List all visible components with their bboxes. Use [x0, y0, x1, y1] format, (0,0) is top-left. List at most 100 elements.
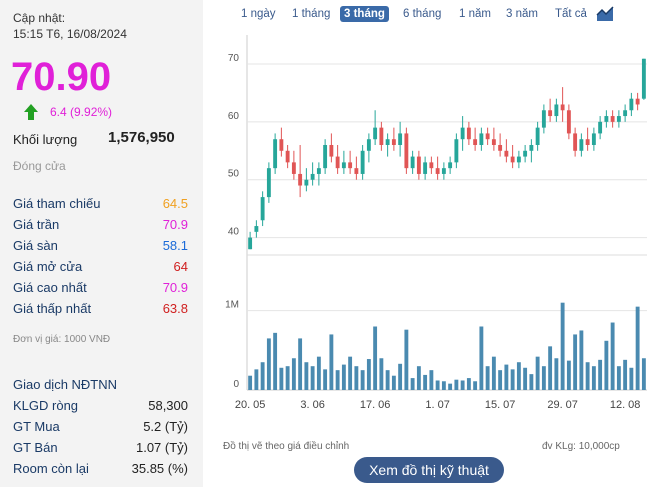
volume-bar: [610, 322, 615, 390]
candle-body: [485, 133, 490, 140]
volume-bar: [554, 358, 559, 390]
range-tab[interactable]: 1 ngày: [241, 8, 276, 20]
range-tab[interactable]: 3 năm: [506, 8, 538, 20]
range-tab[interactable]: 1 năm: [459, 8, 491, 20]
candle-body: [604, 116, 609, 122]
volume-bar: [623, 359, 628, 390]
candle-body: [385, 139, 390, 145]
volume-value: 1,576,950: [108, 129, 175, 146]
candle-body: [454, 139, 459, 163]
stat-row: Giá cao nhất 70.9: [13, 280, 188, 300]
volume-bar: [466, 378, 471, 390]
candle-body: [429, 162, 434, 169]
volume-bar: [541, 366, 546, 390]
chart-area: 1 ngày 1 tháng 3 tháng 6 tháng 1 năm 3 năm Tất…: [203, 0, 667, 487]
foreign-label: GT Bán: [13, 440, 58, 455]
chart-note-adjusted: Đồ thị vẽ theo giá điều chỉnh: [223, 441, 350, 452]
candle-body: [335, 156, 340, 169]
volume-bar: [360, 370, 365, 390]
candle-body: [398, 133, 403, 145]
candle-body: [579, 139, 584, 151]
volume-bar: [254, 369, 259, 390]
candle-body: [598, 121, 603, 134]
stat-label: Giá mở cửa: [13, 259, 83, 274]
stat-row: Giá thấp nhất 63.8: [13, 301, 188, 321]
volume-bar: [304, 362, 309, 390]
volume-bar: [454, 379, 459, 390]
volume-bar: [260, 362, 265, 390]
foreign-value: 58,300: [148, 398, 188, 413]
volume-bar: [635, 306, 640, 390]
candle-body: [548, 110, 553, 117]
volume-bar: [366, 359, 371, 390]
volume-bar: [335, 370, 340, 390]
candle-body: [291, 162, 296, 174]
range-tab[interactable]: 6 tháng: [403, 8, 442, 20]
candle-body: [460, 127, 465, 140]
volume-bar: [404, 329, 409, 390]
candle-body: [473, 139, 478, 145]
candle-body: [435, 168, 440, 174]
volume-label: Khối lượng: [13, 132, 78, 147]
stat-label: Giá cao nhất: [13, 280, 87, 295]
foreign-label: Room còn lại: [13, 461, 89, 476]
candle-body: [566, 110, 571, 134]
volume-bar: [535, 356, 540, 390]
volume-bar: [579, 330, 584, 390]
volume-bar: [341, 364, 346, 390]
candle-body: [348, 162, 353, 169]
volume-bar: [310, 366, 315, 390]
range-tab[interactable]: 3 tháng: [340, 6, 389, 22]
stat-value: 58.1: [162, 238, 188, 253]
stat-label: Giá thấp nhất: [13, 301, 92, 316]
volume-bar: [429, 370, 434, 390]
stat-label: Giá sàn: [13, 238, 58, 253]
volume-bar: [479, 326, 484, 390]
current-price: 70.90: [11, 55, 112, 99]
candle-body: [423, 162, 428, 174]
volume-bar: [435, 380, 440, 390]
foreign-row: Room còn lại 35.85 (%): [13, 461, 188, 481]
candle-body: [535, 127, 540, 145]
volume-bar: [316, 356, 321, 390]
area-chart-icon[interactable]: [596, 5, 614, 22]
x-tick-label: 29. 07: [547, 399, 578, 411]
candle-body: [316, 168, 321, 174]
candle-body: [391, 139, 396, 145]
volume-bar: [585, 362, 590, 390]
range-tab[interactable]: 1 tháng: [292, 8, 331, 20]
candle-body: [629, 98, 634, 111]
close-label: Đóng cửa: [13, 159, 66, 173]
volume-bar: [491, 356, 496, 390]
candle-body: [616, 116, 621, 122]
technical-chart-button[interactable]: Xem đồ thị kỹ thuật: [354, 457, 504, 483]
volume-bar: [548, 346, 553, 390]
x-tick-label: 3. 06: [300, 399, 324, 411]
price-change: 6.4 (9.92%): [50, 105, 113, 119]
volume-bar: [604, 340, 609, 390]
volume-bar: [323, 369, 328, 390]
candle-body: [585, 139, 590, 145]
volume-bar: [573, 334, 578, 390]
candle-body: [560, 104, 565, 111]
foreign-value: 35.85 (%): [131, 461, 188, 476]
candle-body: [266, 168, 271, 198]
candle-body: [504, 150, 509, 157]
range-tab[interactable]: Tất cả: [555, 8, 587, 20]
stock-chart: 40 50 60 70 0 1M 20. 05 3. 06 17. 06 1. 07 15. 07 2…: [225, 35, 647, 411]
volume-bar: [423, 374, 428, 390]
candle-body: [304, 179, 309, 186]
stat-value: 70.9: [162, 217, 188, 232]
volume-bar: [441, 381, 446, 390]
stat-row: Giá sàn 58.1: [13, 238, 188, 258]
volume-bar: [516, 362, 521, 390]
candle-body: [360, 150, 365, 174]
volume-bar: [448, 383, 453, 390]
volume-bar: [560, 302, 565, 390]
volume-tick-label: 0: [233, 379, 239, 390]
candle-body: [573, 133, 578, 151]
stat-value: 64: [173, 259, 188, 274]
candle-body: [491, 139, 496, 145]
candle-body: [366, 139, 371, 151]
stat-value: 70.9: [162, 280, 188, 295]
